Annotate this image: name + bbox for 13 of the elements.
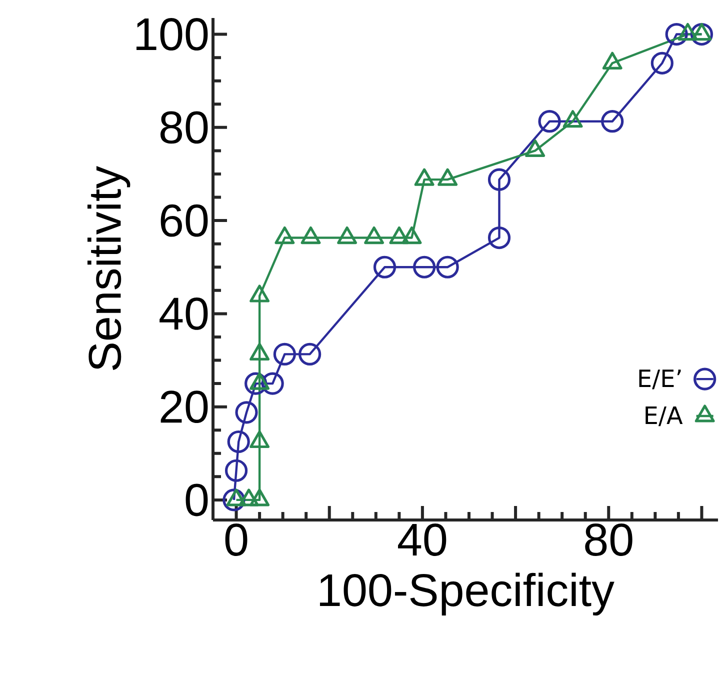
legend-label: E/A [646, 406, 683, 426]
y-tick-label: 40 [160, 297, 208, 330]
y-tick-label: 80 [160, 111, 208, 144]
x-tick-label: 80 [585, 524, 632, 556]
y-tick-label: 20 [160, 390, 208, 424]
x-axis-title: 100-Specificity [320, 572, 614, 616]
x-tick-label: 40 [398, 524, 446, 556]
legend-label: E/E’ [639, 370, 681, 390]
y-tick-label: 60 [160, 204, 208, 237]
y-tick-label: 0 [186, 484, 208, 516]
y-axis-title: Sensitivity [87, 166, 130, 370]
y-tick-label: 100 [136, 18, 208, 51]
x-tick-label: 0 [225, 524, 248, 556]
